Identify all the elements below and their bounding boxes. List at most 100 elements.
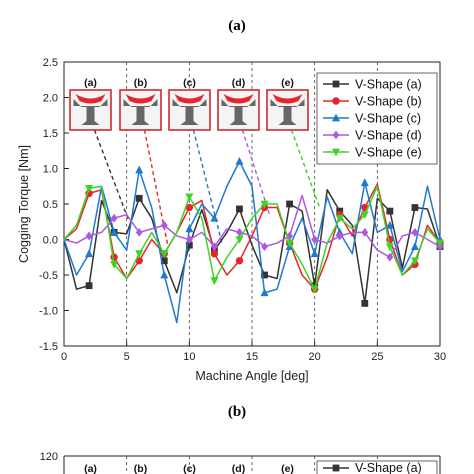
legend-label: V-Shape (c) bbox=[355, 112, 421, 126]
data-point bbox=[85, 184, 94, 193]
data-point bbox=[235, 236, 244, 244]
data-point bbox=[85, 282, 93, 290]
data-point bbox=[110, 260, 119, 269]
x-tick-label: 5 bbox=[124, 351, 130, 363]
y-tick-label: 1.0 bbox=[43, 164, 58, 176]
data-point bbox=[411, 204, 419, 211]
data-point bbox=[110, 228, 119, 236]
stator-tooth-shape bbox=[123, 99, 158, 125]
legend-label: V-Shape (b) bbox=[355, 95, 422, 109]
legend-swatch-marker bbox=[332, 148, 340, 157]
legend-label: V-Shape (d) bbox=[355, 129, 422, 143]
data-point bbox=[160, 250, 169, 259]
y-tick-label: 2.5 bbox=[43, 57, 58, 69]
data-point bbox=[285, 239, 294, 248]
magnet-shape bbox=[75, 94, 106, 104]
data-point bbox=[310, 249, 319, 258]
inset-label: (e) bbox=[281, 77, 294, 89]
chart2-inset-label: (c) bbox=[183, 463, 196, 474]
data-point bbox=[411, 228, 419, 237]
data-point bbox=[185, 203, 194, 212]
data-point bbox=[135, 165, 144, 174]
leader-line-c bbox=[192, 129, 223, 244]
data-point bbox=[335, 214, 344, 223]
data-point bbox=[386, 252, 394, 262]
data-point bbox=[361, 300, 369, 307]
stator-tooth-shape bbox=[172, 99, 207, 125]
series-line-c bbox=[63, 160, 441, 324]
data-point bbox=[211, 242, 218, 251]
data-point bbox=[160, 270, 169, 279]
data-point bbox=[261, 271, 268, 279]
chart2-legend-label: V-Shape (a) bbox=[355, 461, 422, 474]
second-chart-partial: 120 (a) (b) (c) (d) (e) V-Shape (a) bbox=[40, 451, 441, 474]
y-tick-label: 0.5 bbox=[43, 199, 58, 211]
data-point bbox=[311, 235, 319, 244]
series-line-a bbox=[63, 189, 441, 305]
inset-label: (b) bbox=[134, 77, 147, 89]
y-tick-label: -1.5 bbox=[39, 341, 58, 353]
stator-tooth-shape bbox=[73, 99, 108, 125]
data-point bbox=[160, 220, 168, 230]
data-point bbox=[260, 288, 269, 297]
series-c bbox=[63, 157, 444, 324]
data-point bbox=[386, 207, 394, 215]
data-point bbox=[235, 257, 244, 265]
chart2-inset-label: (e) bbox=[281, 463, 294, 474]
legend-entry-c: V-Shape (c) bbox=[323, 112, 421, 126]
x-tick-label: 10 bbox=[183, 351, 195, 363]
y-tick-label: -1.0 bbox=[39, 306, 58, 318]
data-point bbox=[235, 157, 244, 165]
y-tick-label: 0.0 bbox=[43, 235, 58, 247]
legend-entry-e: V-Shape (e) bbox=[323, 146, 422, 160]
data-point bbox=[185, 224, 194, 233]
data-point bbox=[185, 241, 193, 249]
series-e bbox=[63, 184, 444, 294]
grid-lines bbox=[126, 62, 378, 346]
data-point bbox=[210, 277, 219, 286]
data-point bbox=[410, 257, 419, 266]
y-axis-label: Cogging Torque [Nm] bbox=[17, 145, 31, 263]
x-axis-label: Machine Angle [deg] bbox=[195, 369, 308, 383]
motor-inset-b: (b) bbox=[119, 77, 162, 131]
data-point bbox=[261, 242, 268, 251]
data-point bbox=[410, 242, 419, 250]
data-point bbox=[185, 193, 194, 202]
data-point bbox=[436, 239, 444, 248]
x-tick-label: 30 bbox=[434, 351, 446, 363]
data-point bbox=[360, 211, 369, 220]
magnet-shape bbox=[174, 94, 205, 104]
y-tick-label: 1.5 bbox=[43, 128, 58, 140]
series-line-e bbox=[63, 185, 441, 290]
data-point bbox=[385, 220, 394, 229]
panel-label-b: (b) bbox=[228, 404, 246, 420]
legend-label: V-Shape (e) bbox=[355, 146, 422, 160]
legend-entry-d: V-Shape (d) bbox=[323, 129, 422, 143]
motor-inset-a: (a) bbox=[69, 77, 112, 131]
chart2-y-tick-label: 120 bbox=[40, 451, 58, 463]
data-point bbox=[236, 205, 243, 213]
data-point bbox=[185, 235, 193, 244]
data-point bbox=[160, 257, 168, 265]
y-tick-label: 2.0 bbox=[43, 93, 58, 105]
data-point bbox=[260, 200, 269, 209]
data-point bbox=[210, 213, 219, 222]
x-tick-label: 20 bbox=[309, 351, 321, 363]
series-lines bbox=[63, 157, 444, 324]
chart2-inset-label: (b) bbox=[134, 463, 147, 474]
magnet-shape bbox=[223, 94, 254, 104]
y-tick-label: -0.5 bbox=[39, 270, 58, 282]
magnet-shape bbox=[125, 94, 156, 104]
chart2-legend-swatch-marker bbox=[332, 464, 340, 472]
inset-label: (c) bbox=[183, 77, 196, 89]
axis-ticks: 0 5 10 15 20 25 30 -1.5 -1.0 -0.5 0.0 0.5 1.0 1.5 2.0 2… bbox=[39, 57, 446, 363]
data-point bbox=[135, 250, 144, 259]
leader-line-d bbox=[241, 129, 271, 215]
magnet-shape bbox=[272, 94, 303, 104]
chart2-legend-box bbox=[316, 460, 438, 474]
data-point bbox=[361, 228, 369, 237]
x-tick-label: 15 bbox=[246, 351, 258, 363]
stator-tooth-shape bbox=[270, 99, 305, 125]
legend-label: V-Shape (a) bbox=[355, 78, 422, 92]
